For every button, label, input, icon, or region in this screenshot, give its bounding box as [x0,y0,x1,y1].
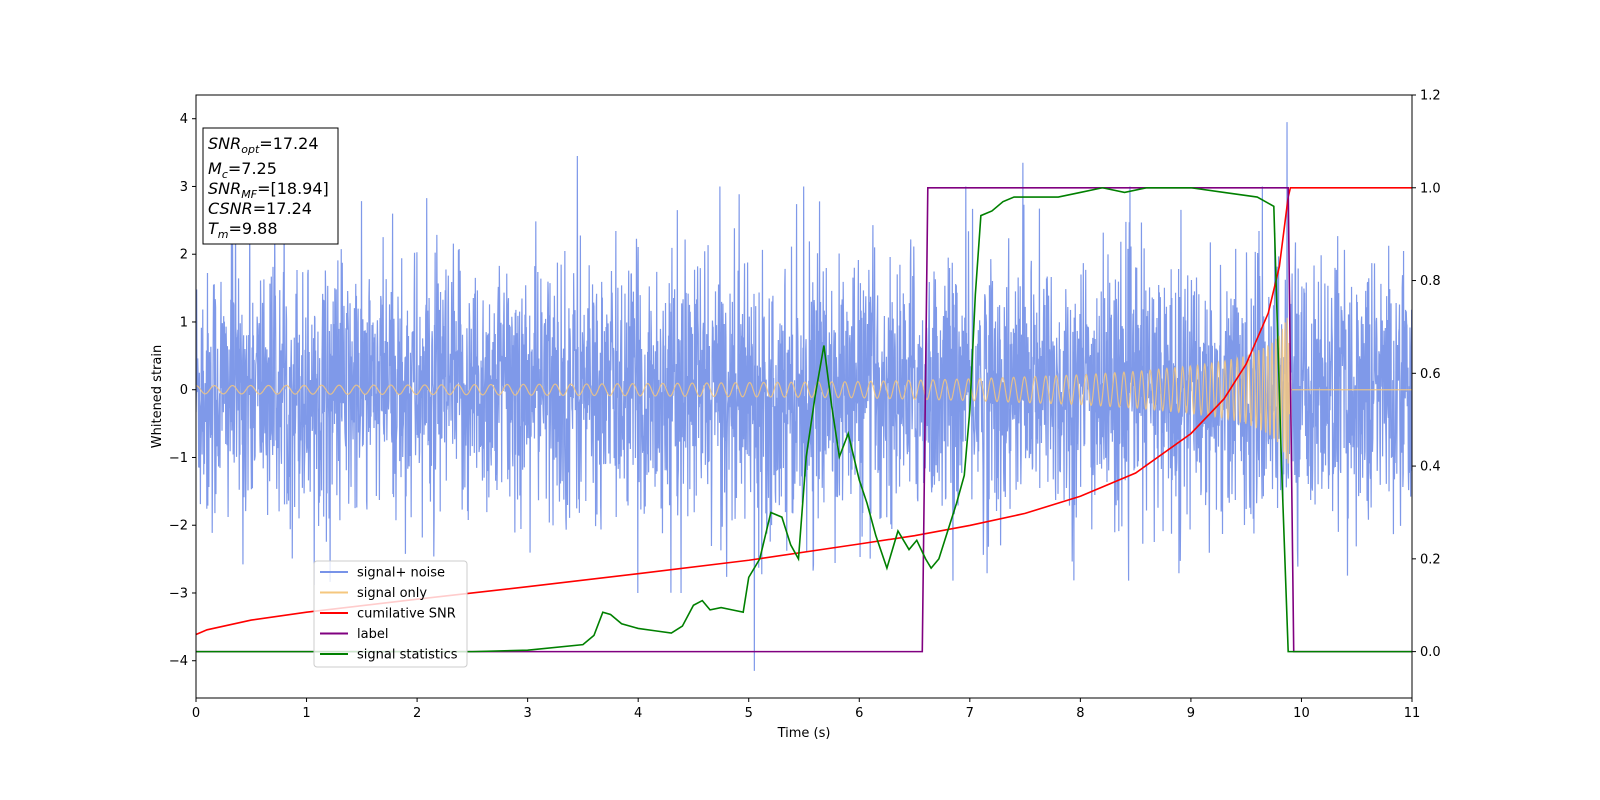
legend-entry: signal statistics [320,648,458,663]
y-tick-label: 1 [180,315,188,330]
y-tick-label: −3 [169,586,188,601]
x-axis: 0 1 2 3 4 5 6 7 8 9 10 11 [192,698,1420,721]
x-tick-label: 3 [523,706,531,721]
legend-label: signal only [357,586,427,601]
info-csnr: CSNR=17.24 [208,199,312,218]
info-box-frame [202,127,339,245]
y-tick-label: 3 [180,180,188,195]
x-tick-label: 0 [192,706,200,721]
series-signal-statistics-line [196,186,1412,653]
y2-tick-label: 1.2 [1420,89,1441,104]
y2-tick-label: 0.4 [1420,460,1441,475]
y-tick-label: 2 [180,248,188,263]
y-tick-label: 4 [180,112,188,127]
x-axis-title: Time (s) [777,726,831,741]
y2-tick-label: 0.0 [1420,645,1441,660]
y2-tick-label: 0.8 [1420,274,1441,289]
legend-label: signal statistics [357,648,458,663]
legend-label: signal+ noise [357,566,445,581]
info-box: SNRopt=17.24 Mc=7.25SNRMF=[18.94]CSNR=17.… [202,127,339,245]
x-tick-label: 1 [302,706,310,721]
info-snr-opt: SNRopt=17.24 [208,134,319,156]
legend: signal+ noise signal only cumilative SNR la… [313,560,468,668]
x-tick-label: 5 [745,706,753,721]
info-mc: Mc=7.25 [208,159,277,181]
x-tick-label: 7 [966,706,974,721]
info-snr-mf: SNRMF=[18.94] [208,179,329,201]
x-tick-label: 2 [413,706,421,721]
x-tick-label: 8 [1076,706,1084,721]
legend-entry: cumilative SNR [320,607,456,622]
y-tick-label: 0 [180,383,188,398]
x-tick-label: 4 [634,706,642,721]
x-tick-label: 10 [1293,706,1310,721]
series-signal-only-line [196,317,1412,464]
y2-tick-label: 0.6 [1420,367,1441,382]
y2-tick-label: 0.2 [1420,552,1441,567]
x-tick-label: 6 [855,706,863,721]
x-tick-label: 11 [1404,706,1421,721]
y-tick-label: −1 [169,451,188,466]
y-tick-label: −2 [169,519,188,534]
legend-entry: signal only [320,586,427,601]
plot-frame [195,94,1413,699]
legend-label: cumilative SNR [357,607,456,622]
y-axis-left: −4 −3 −2 −1 0 1 2 3 4 [169,112,196,669]
y-axis-title: Whitened strain [150,345,165,448]
y-axis-right: 0.0 0.2 0.4 0.6 0.8 1.0 1.2 [1412,89,1441,660]
legend-label: label [357,627,388,642]
y-tick-label: −4 [169,654,188,669]
legend-entry: label [320,627,388,642]
y2-tick-label: 1.0 [1420,181,1441,196]
legend-entry: signal+ noise [320,566,445,581]
legend-frame [313,560,468,668]
info-tm: Tm=9.88 [208,219,278,241]
x-tick-label: 9 [1187,706,1195,721]
